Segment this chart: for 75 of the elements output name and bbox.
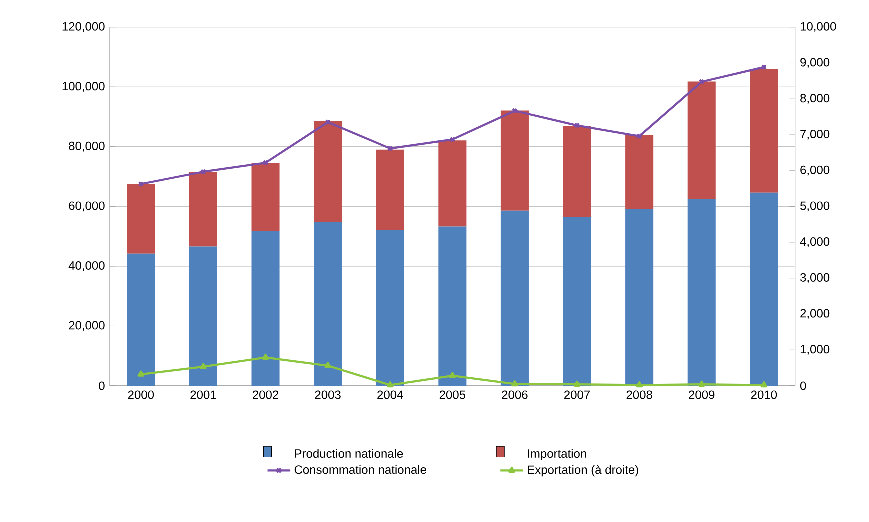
point xyxy=(386,382,394,388)
bar xyxy=(688,199,716,386)
point xyxy=(512,380,518,387)
bar xyxy=(127,254,156,386)
bar xyxy=(563,217,592,386)
y2-tick-label: 6,000 xyxy=(800,166,830,176)
y2-tick-label: 0 xyxy=(800,382,806,390)
y2-tick-label: 7,000 xyxy=(800,130,830,140)
x-tick-label: 2004 xyxy=(378,390,404,400)
point xyxy=(262,354,270,360)
y2-tick-label: 5,000 xyxy=(800,202,830,212)
y-tick-label: 120,000 xyxy=(62,22,105,32)
bar xyxy=(438,140,467,227)
point xyxy=(698,79,705,85)
point xyxy=(574,380,581,387)
bar xyxy=(314,222,342,386)
x-tick-label: 2005 xyxy=(440,390,466,400)
y-tick-label: 100,000 xyxy=(62,82,105,92)
legend-label: Consommation nationale xyxy=(294,465,426,474)
point xyxy=(636,133,643,140)
point xyxy=(760,382,768,388)
bar xyxy=(626,209,654,386)
bar xyxy=(127,184,156,254)
bar xyxy=(314,121,342,222)
bar xyxy=(189,246,218,386)
bar xyxy=(376,150,404,230)
legend-label: Production nationale xyxy=(295,449,404,458)
y2-tick-label: 1,000 xyxy=(800,345,830,356)
point xyxy=(200,169,206,175)
y-tick-label: 40,000 xyxy=(68,261,105,272)
point xyxy=(512,108,518,114)
y2-tick-label: 9,000 xyxy=(800,58,830,68)
y2-tick-label: 10,000 xyxy=(800,22,836,32)
point xyxy=(200,363,207,370)
x-tick-label: 2008 xyxy=(626,390,652,400)
point xyxy=(324,362,332,368)
point xyxy=(325,119,332,126)
point xyxy=(387,146,394,152)
x-tick-label: 2002 xyxy=(253,390,278,400)
y2-tick-label: 2,000 xyxy=(800,309,830,320)
bar xyxy=(376,230,404,386)
point xyxy=(636,382,643,388)
bar xyxy=(563,126,592,218)
point xyxy=(138,370,145,377)
legend-label: Importation xyxy=(528,449,586,460)
bar xyxy=(626,136,654,210)
x-tick-label: 2000 xyxy=(128,390,154,400)
legend-label: Exportation (à droite) xyxy=(528,465,638,477)
x-tick-label: 2003 xyxy=(315,390,341,400)
point xyxy=(574,122,580,129)
y-tick-label: 0 xyxy=(99,382,105,390)
bar xyxy=(252,231,280,386)
y2-tick-label: 8,000 xyxy=(800,94,830,104)
point xyxy=(449,372,456,378)
bar xyxy=(750,69,778,193)
point xyxy=(698,380,706,387)
x-tick-label: 2006 xyxy=(502,390,528,400)
bar xyxy=(688,82,716,200)
point xyxy=(450,136,456,143)
bar xyxy=(252,163,280,232)
x-tick-label: 2001 xyxy=(190,390,216,400)
y-tick-label: 80,000 xyxy=(69,142,105,152)
y2-tick-label: 4,000 xyxy=(800,238,830,248)
x-tick-label: 2007 xyxy=(564,390,590,400)
point xyxy=(262,160,269,166)
bar xyxy=(750,192,778,386)
y2-tick-label: 3,000 xyxy=(800,273,830,284)
y-tick-label: 60,000 xyxy=(69,202,105,212)
bar xyxy=(189,172,218,247)
bar xyxy=(438,226,467,386)
y-tick-label: 20,000 xyxy=(69,321,105,332)
x-tick-label: 2009 xyxy=(689,390,715,400)
x-tick-label: 2010 xyxy=(751,390,778,400)
bar xyxy=(500,210,529,386)
bar xyxy=(500,110,529,211)
